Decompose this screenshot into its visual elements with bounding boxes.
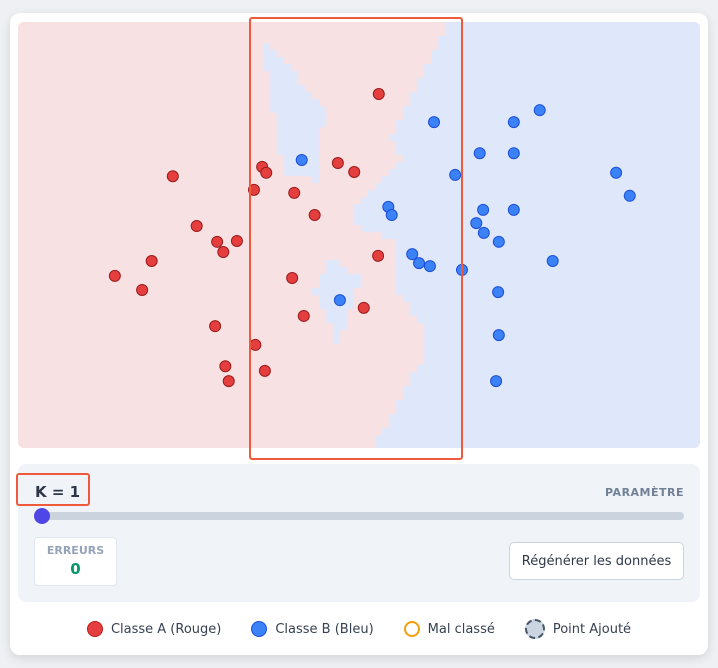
class-b-point (333, 294, 346, 307)
class-b-point (413, 257, 426, 270)
legend-item-misclassified: Mal classé (403, 619, 495, 639)
class-b-point (470, 217, 483, 230)
class-a-point (286, 272, 299, 285)
class-b-point (610, 166, 623, 179)
class-b-point (477, 203, 490, 216)
controls-panel (18, 464, 700, 602)
class-a-point (357, 301, 370, 314)
class-a-point (288, 186, 301, 199)
class-b-point (423, 260, 436, 273)
class-a-point (331, 157, 344, 170)
class-a-point (258, 364, 271, 377)
errors-card: ERREURS 0 (34, 537, 117, 586)
legend-label: Classe A (Rouge) (110, 621, 222, 637)
class-b-point (507, 116, 520, 129)
class-b-point (477, 226, 490, 239)
decision-boundary-plot[interactable] (18, 22, 700, 448)
class-a-point (372, 87, 385, 100)
highlight-box-region (249, 17, 463, 460)
red-dot-icon (86, 621, 103, 637)
class-a-point (136, 283, 149, 296)
class-a-point (108, 269, 121, 282)
k-value-label: K = 1 (35, 483, 81, 501)
legend-label: Mal classé (427, 621, 495, 637)
parameter-label: PARAMÈTRE (605, 486, 684, 499)
legend-label: Classe B (Bleu) (275, 621, 374, 637)
class-b-point (492, 235, 505, 248)
class-a-point (297, 309, 310, 322)
legend-label: Point Ajouté (552, 621, 632, 637)
class-a-point (145, 254, 158, 267)
orange-ring-icon (403, 621, 420, 637)
class-b-point (533, 104, 546, 117)
class-a-point (209, 320, 222, 333)
legend-item-added-point: Point Ajouté (524, 619, 632, 639)
dashed-gray-dot-icon (524, 619, 545, 639)
errors-label: ERREURS (46, 544, 105, 557)
class-a-point (308, 208, 321, 221)
class-b-point (492, 286, 505, 299)
decision-region (18, 22, 700, 448)
class-b-point (449, 168, 462, 181)
class-b-point (507, 203, 520, 216)
legend-item-class-b: Classe B (Bleu) (251, 619, 374, 639)
blue-dot-icon (251, 621, 268, 637)
class-a-point (372, 249, 385, 262)
class-b-point (473, 147, 486, 160)
class-b-point (295, 154, 308, 167)
class-a-point (260, 166, 273, 179)
class-a-point (211, 235, 224, 248)
class-a-point (230, 234, 243, 247)
regenerate-data-button[interactable]: Régénérer les données (509, 542, 684, 580)
legend-item-class-a: Classe A (Rouge) (86, 619, 222, 639)
class-b-point (546, 254, 559, 267)
k-slider-thumb[interactable] (34, 508, 50, 524)
class-a-point (348, 165, 361, 178)
legend: Classe A (Rouge) Classe B (Bleu) Mal cla… (0, 619, 718, 639)
class-a-point (190, 220, 203, 233)
class-b-point (492, 329, 505, 342)
class-b-point (623, 189, 636, 202)
class-b-point (406, 248, 419, 261)
class-a-point (219, 360, 232, 373)
class-b-point (490, 375, 503, 388)
class-a-point (247, 183, 260, 196)
class-a-point (217, 246, 230, 259)
highlight-box-k (16, 473, 90, 506)
class-a-point (222, 375, 235, 388)
class-b-point (385, 208, 398, 221)
errors-value: 0 (70, 560, 81, 578)
k-slider-track[interactable] (35, 512, 684, 520)
points-layer (108, 87, 636, 388)
class-b-point (428, 116, 441, 129)
class-a-point (166, 170, 179, 183)
class-b-point (507, 147, 520, 160)
